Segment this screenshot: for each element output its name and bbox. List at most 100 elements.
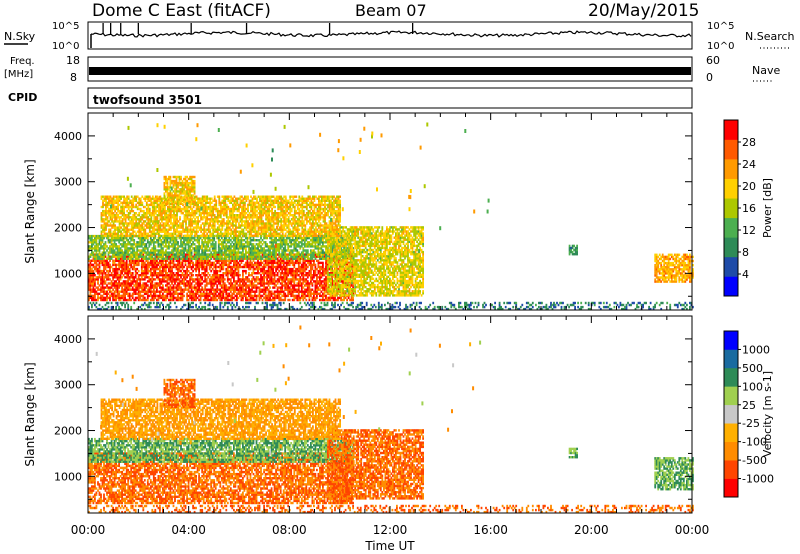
echo-cell: [96, 239, 98, 241]
echo-cell: [183, 295, 185, 297]
echo-cell: [286, 239, 288, 241]
echo-cell: [307, 282, 309, 284]
echo-cell: [318, 249, 320, 251]
echo-cell: [136, 251, 138, 253]
echo-cell: [330, 294, 332, 296]
echo-cell: [170, 272, 172, 274]
echo-cell: [286, 266, 288, 268]
echo-cell: [139, 251, 141, 253]
echo-cell: [204, 276, 206, 278]
echo-cell: [170, 262, 172, 264]
echo-cell: [186, 256, 188, 258]
echo-cell: [236, 260, 238, 262]
echo-cell: [114, 249, 116, 251]
echo-cell: [260, 260, 262, 262]
echo-cell: [335, 267, 337, 269]
echo-cell: [170, 260, 172, 262]
echo-cell: [139, 295, 141, 297]
echo-cell: [277, 289, 279, 291]
echo-cell: [219, 239, 221, 241]
nave-label: Nave: [752, 64, 780, 77]
echo-cell: [180, 239, 182, 241]
echo-cell: [216, 262, 218, 264]
echo-cell: [109, 289, 111, 291]
echo-cell: [185, 262, 187, 264]
echo-cell: [312, 266, 314, 268]
echo-cell: [209, 274, 211, 276]
echo-cell: [330, 278, 332, 280]
echo-cell: [222, 268, 224, 270]
echo-cell: [299, 260, 301, 262]
echo-cell: [336, 270, 338, 272]
echo-cell: [96, 251, 98, 253]
echo-cell: [94, 282, 96, 284]
echo-cell: [330, 267, 332, 269]
echo-cell: [200, 274, 202, 276]
echo-cell: [94, 295, 96, 297]
echo-cell: [336, 253, 338, 255]
echo-cell: [292, 299, 294, 301]
echo-cell: [96, 260, 98, 262]
echo-cell: [216, 272, 218, 274]
echo-cell: [316, 295, 318, 297]
echo-cell: [109, 251, 111, 253]
echo-cell: [94, 274, 96, 276]
echo-cell: [292, 293, 294, 295]
echo-cell: [165, 268, 167, 270]
echo-cell: [247, 276, 249, 278]
echo-cell: [222, 266, 224, 268]
echo-cell: [322, 251, 324, 253]
echo-cell: [269, 286, 271, 288]
echo-cell: [176, 239, 178, 241]
echo-cell: [271, 276, 273, 278]
echo-cell: [292, 251, 294, 253]
echo-cell: [253, 266, 255, 268]
echo-cell: [292, 278, 294, 280]
echo-cell: [296, 239, 298, 241]
echo-cell: [336, 263, 338, 265]
echo-cell: [247, 297, 249, 299]
echo-cell: [99, 293, 101, 295]
echo-cell: [139, 293, 141, 295]
echo-cell: [195, 299, 197, 301]
echo-cell: [185, 278, 187, 280]
echo-cell: [97, 278, 99, 280]
echo-cell: [293, 286, 295, 288]
echo-cell: [277, 239, 279, 241]
echo-cell: [290, 245, 292, 247]
echo-cell: [293, 299, 295, 301]
echo-cell: [185, 286, 187, 288]
echo-cell: [352, 297, 354, 299]
echo-cell: [336, 290, 338, 292]
echo-cell: [96, 278, 98, 280]
echo-cell: [302, 276, 304, 278]
nave-tick-top: 60: [706, 54, 720, 67]
echo-cell: [337, 299, 339, 301]
echo-cell: [222, 293, 224, 295]
echo-cell: [245, 270, 247, 272]
echo-cell: [129, 293, 131, 295]
echo-cell: [170, 289, 172, 291]
echo-cell: [231, 260, 233, 262]
echo-cell: [298, 293, 300, 295]
echo-cell: [109, 245, 111, 247]
echo-cell: [188, 270, 190, 272]
echo-cell: [298, 286, 300, 288]
echo-cell: [275, 237, 277, 239]
noise-strip-frame: [88, 22, 692, 49]
echo-cell: [262, 262, 264, 264]
echo-cell: [262, 299, 264, 301]
echo-cell: [185, 245, 187, 247]
echo-cell: [147, 272, 149, 274]
echo-cell: [156, 260, 158, 262]
echo-cell: [165, 299, 167, 301]
echo-cell: [138, 270, 140, 272]
echo-cell: [322, 245, 324, 247]
echo-cell: [322, 239, 324, 241]
echo-cell: [289, 299, 291, 301]
echo-cell: [239, 274, 241, 276]
echo-cell: [97, 299, 99, 301]
echo-cell: [162, 293, 164, 295]
echo-cell: [182, 299, 184, 301]
echo-cell: [231, 268, 233, 270]
